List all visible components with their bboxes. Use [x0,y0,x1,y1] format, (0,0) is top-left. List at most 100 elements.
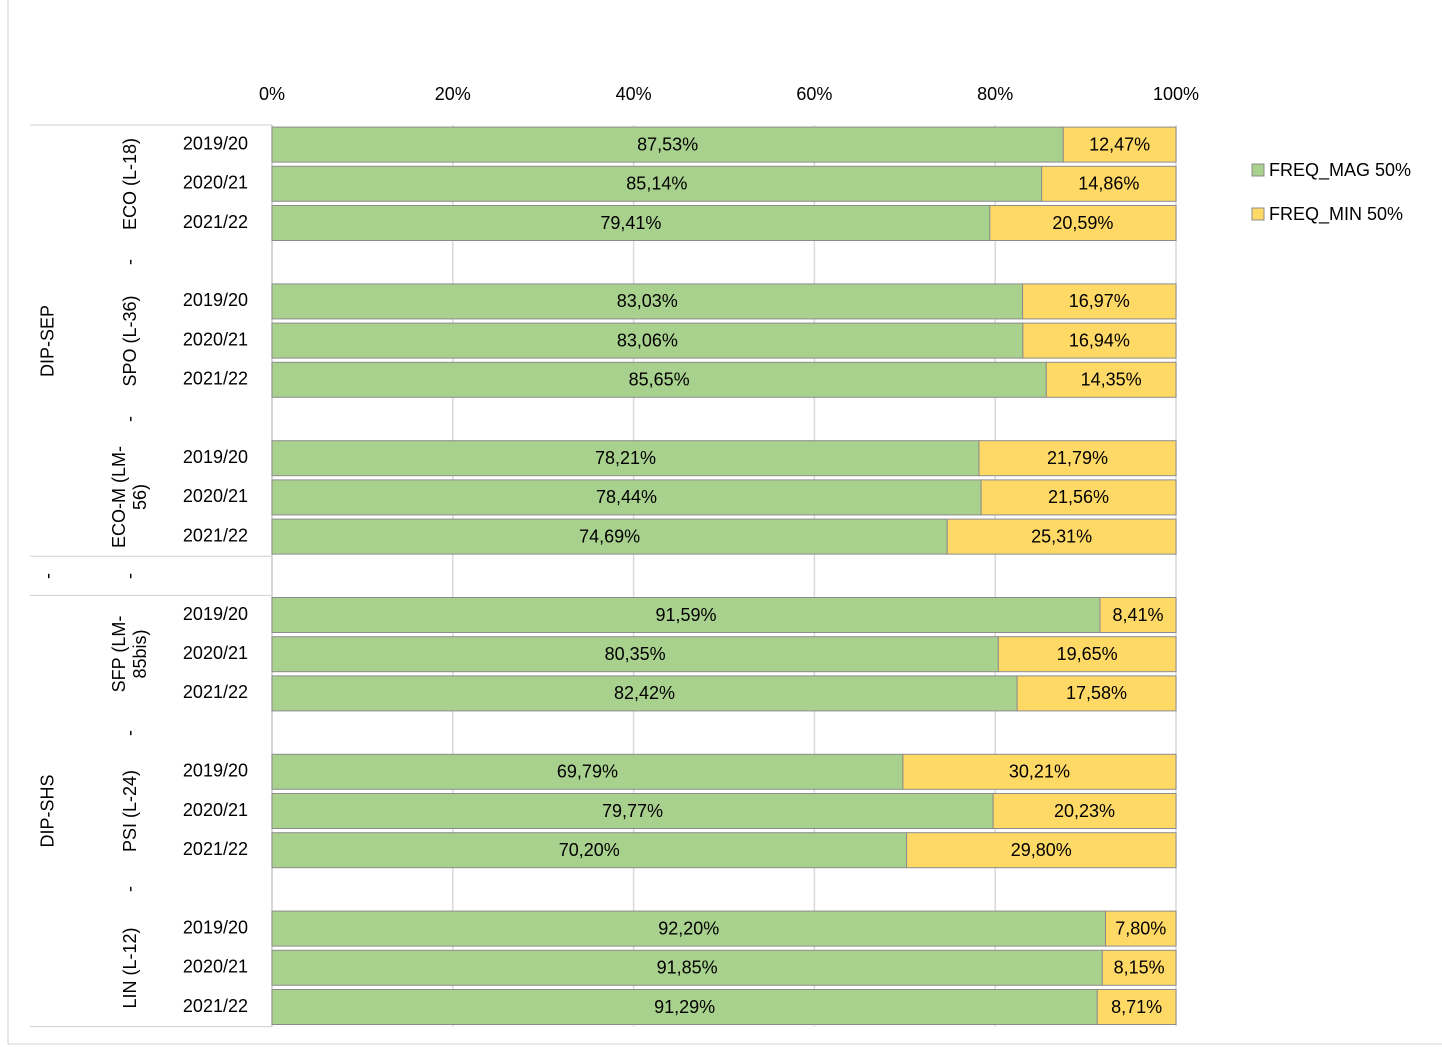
bar-segment [271,832,908,869]
data-label: 20,59% [1052,213,1113,233]
y-tick-label: 2019/20 [183,290,248,310]
bar-segment [1096,989,1177,1025]
bar-segment [1101,949,1177,986]
data-label: 85,14% [626,174,687,194]
bar-segment [978,440,1177,477]
bar-segment [989,205,1177,241]
data-label: 12,47% [1089,134,1150,154]
y-tick-label: 2020/21 [183,486,248,506]
y-tick-label: 2019/20 [183,917,248,937]
bar-segment [1016,675,1177,712]
y-tick-label: 2019/20 [183,604,248,624]
legend-label: FREQ_MAG 50% [1269,160,1411,181]
data-label: 25,31% [1031,526,1092,546]
data-label: 14,86% [1078,174,1139,194]
legend-swatch [1251,207,1265,221]
data-label: 78,44% [596,487,657,507]
y-tick-label: 2021/22 [183,369,248,389]
data-label: 91,29% [654,997,715,1017]
bar-segment [1022,283,1177,320]
group-label: - [119,259,140,266]
bar-segment [1041,165,1177,202]
data-label: 82,42% [614,683,675,703]
data-label: 79,77% [602,801,663,821]
bar-segment [271,479,982,516]
bar-segment [1062,126,1177,163]
x-tick-label: 0% [259,84,285,104]
legend-label: FREQ_MIN 50% [1269,204,1403,225]
data-label: 21,56% [1048,487,1109,507]
data-label: 16,97% [1069,291,1130,311]
bar-segment [271,126,1064,163]
bar-segment [271,675,1018,712]
group-label: - [37,572,58,579]
data-label: 8,41% [1112,605,1163,625]
data-label: 92,20% [658,918,719,938]
y-tick-label: 2021/22 [183,525,248,545]
bar-segment [946,518,1177,555]
bar-segment [902,753,1177,790]
bar-segment [271,597,1101,633]
bar-segment [271,910,1106,947]
bar-segment [271,636,999,673]
legend-swatch [1251,163,1265,177]
data-label: 78,21% [595,448,656,468]
y-tick-label: 2019/20 [183,447,248,467]
bar-segment [271,283,1024,320]
data-label: 17,58% [1066,683,1127,703]
y-tick-label: 2021/22 [183,996,248,1016]
data-label: 69,79% [557,762,618,782]
data-label: 8,71% [1111,997,1162,1017]
y-tick-label: 2019/20 [183,133,248,153]
bar-segment [1104,910,1177,947]
data-label: 83,06% [617,330,678,350]
bar-segment [271,949,1103,986]
y-tick-label: 2020/21 [183,173,248,193]
group-label: - [119,572,140,579]
x-tick-label: 100% [1153,84,1199,104]
y-tick-label: 2021/22 [183,839,248,859]
data-label: 20,23% [1054,801,1115,821]
chart-border [7,0,1442,1045]
data-label: 80,35% [605,644,666,664]
y-tick-label: 2020/21 [183,329,248,349]
y-tick-label: 2020/21 [183,643,248,663]
group-label: DIP-SHS [37,774,58,848]
data-label: 87,53% [637,134,698,154]
data-label: 91,85% [657,958,718,978]
y-tick-label: 2021/22 [183,682,248,702]
bar-segment [271,440,980,477]
bar-segment [271,989,1098,1025]
data-label: 29,80% [1011,840,1072,860]
group-label: - [119,729,140,736]
data-label: 79,41% [600,213,661,233]
y-tick-label: 2019/20 [183,761,248,781]
bar-segment [992,793,1177,829]
data-label: 7,80% [1115,918,1166,938]
x-tick-label: 40% [616,84,652,104]
data-label: 8,15% [1114,958,1165,978]
data-label: 85,65% [629,370,690,390]
group-label: PSI (L-24) [119,769,140,853]
bar-segment [1022,322,1177,359]
bar-segment [271,361,1047,398]
bar-segment [980,479,1177,516]
bar-segment [997,636,1177,673]
group-label: DIP-SEP [37,304,58,377]
bar-segment [271,205,991,241]
data-label: 70,20% [559,840,620,860]
group-label: - [119,886,140,893]
data-label: 74,69% [579,526,640,546]
x-tick-label: 80% [977,84,1013,104]
x-tick-label: 20% [435,84,471,104]
group-label: SPO (L-36) [119,295,140,387]
data-label: 91,59% [655,605,716,625]
data-label: 30,21% [1009,762,1070,782]
data-label: 83,03% [617,291,678,311]
y-tick-label: 2020/21 [183,800,248,820]
bar-segment [906,832,1177,869]
bar-segment [271,518,948,555]
group-label: ECO-M (LM-56) [108,446,150,549]
